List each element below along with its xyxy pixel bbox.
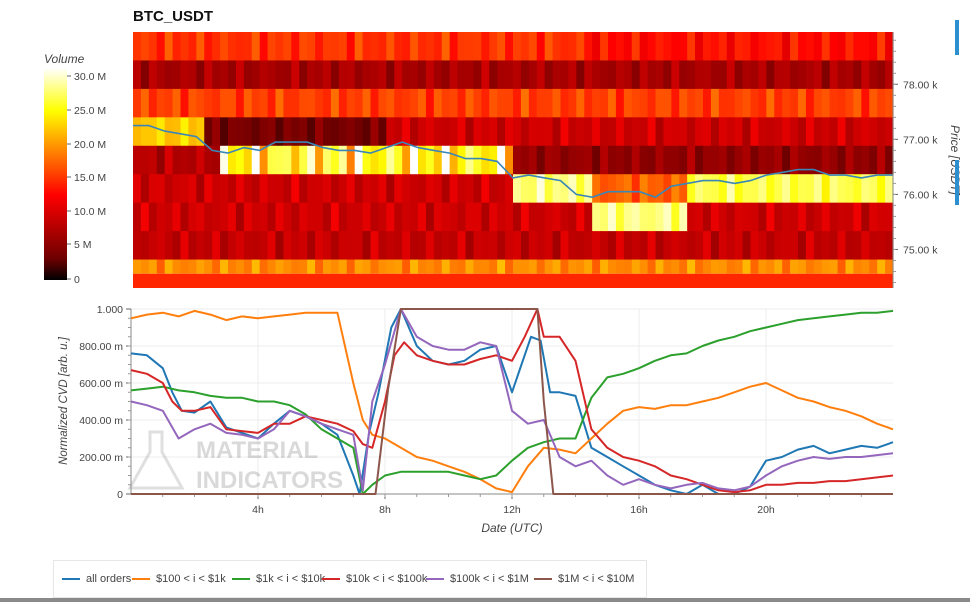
y-tick-label: 400.00 m xyxy=(79,415,123,427)
series-line-5 xyxy=(131,308,893,495)
svg-text:INDICATORS: INDICATORS xyxy=(196,467,343,494)
toolbar-indicator-2[interactable] xyxy=(955,160,959,205)
colorbar-tick-label: 30.0 M xyxy=(74,71,106,83)
watermark: MATERIAL INDICATORS xyxy=(127,430,343,494)
legend-item[interactable]: $1k < i < $10k xyxy=(232,573,325,585)
price-tick-label: 77.00 k xyxy=(903,134,938,146)
colorbar-tick-label: 20.0 M xyxy=(74,139,106,151)
price-tick-label: 76.00 k xyxy=(903,189,938,201)
legend-item[interactable]: $100 < i < $1k xyxy=(132,573,226,585)
legend-label: $1M < i < $10M xyxy=(558,573,635,585)
legend-swatch xyxy=(534,578,552,580)
colorbar xyxy=(44,68,67,280)
legend-item[interactable]: $1M < i < $10M xyxy=(534,573,634,585)
legend-label: $10k < i < $100k xyxy=(346,573,428,585)
x-tick-label: 16h xyxy=(630,504,648,516)
legend-label: $100k < i < $1M xyxy=(450,573,529,585)
colorbar-title: Volume xyxy=(44,52,85,66)
chart-title: BTC_USDT xyxy=(133,8,214,25)
legend-label: all orders xyxy=(86,573,132,585)
legend-item[interactable]: $100k < i < $1M xyxy=(426,573,529,585)
legend-item[interactable]: $10k < i < $100k xyxy=(322,573,427,585)
price-tick-label: 78.00 k xyxy=(903,79,938,91)
y-tick-label: 0 xyxy=(117,489,123,501)
colorbar-tick-label: 0 xyxy=(74,274,80,286)
x-axis-label: Date (UTC) xyxy=(481,521,542,535)
legend-swatch xyxy=(322,578,340,580)
bottom-bar xyxy=(0,598,970,602)
colorbar-tick-label: 15.0 M xyxy=(74,172,106,184)
x-tick-label: 8h xyxy=(379,504,391,516)
legend-swatch xyxy=(232,578,250,580)
legend-swatch xyxy=(62,578,80,580)
legend-label: $1k < i < $10k xyxy=(256,573,326,585)
series-line-4 xyxy=(130,308,894,492)
x-tick-label: 12h xyxy=(503,504,521,516)
legend-item[interactable]: all orders xyxy=(62,573,131,585)
price-tick-label: 75.00 k xyxy=(903,244,938,256)
colorbar-tick-label: 25.0 M xyxy=(74,105,106,117)
heatmap-bottom-band xyxy=(133,273,893,288)
series-line-3 xyxy=(130,308,894,494)
y-tick-label: 800.00 m xyxy=(79,341,123,353)
legend-swatch xyxy=(426,578,444,580)
price-line xyxy=(133,124,893,199)
y-axis-label: Normalized CVD [arb. u.] xyxy=(58,336,70,465)
heatmap xyxy=(133,32,894,274)
legend-swatch xyxy=(132,578,150,580)
colorbar-tick-label: 10.0 M xyxy=(74,206,106,218)
legend: all orders $100 < i < $1k $1k < i < $10k $1… xyxy=(53,560,647,598)
x-tick-label: 20h xyxy=(757,504,775,516)
colorbar-tick-label: 5 M xyxy=(74,239,92,251)
series-line-2 xyxy=(130,309,894,495)
legend-label: $100 < i < $1k xyxy=(156,573,226,585)
y-tick-label: 1.000 xyxy=(97,304,123,316)
svg-text:MATERIAL: MATERIAL xyxy=(196,437,318,464)
y-tick-label: 200.00 m xyxy=(79,452,123,464)
y-tick-label: 600.00 m xyxy=(79,378,123,390)
series-line-1 xyxy=(130,309,894,494)
x-tick-label: 4h xyxy=(252,504,264,516)
toolbar-indicator[interactable] xyxy=(955,20,959,55)
